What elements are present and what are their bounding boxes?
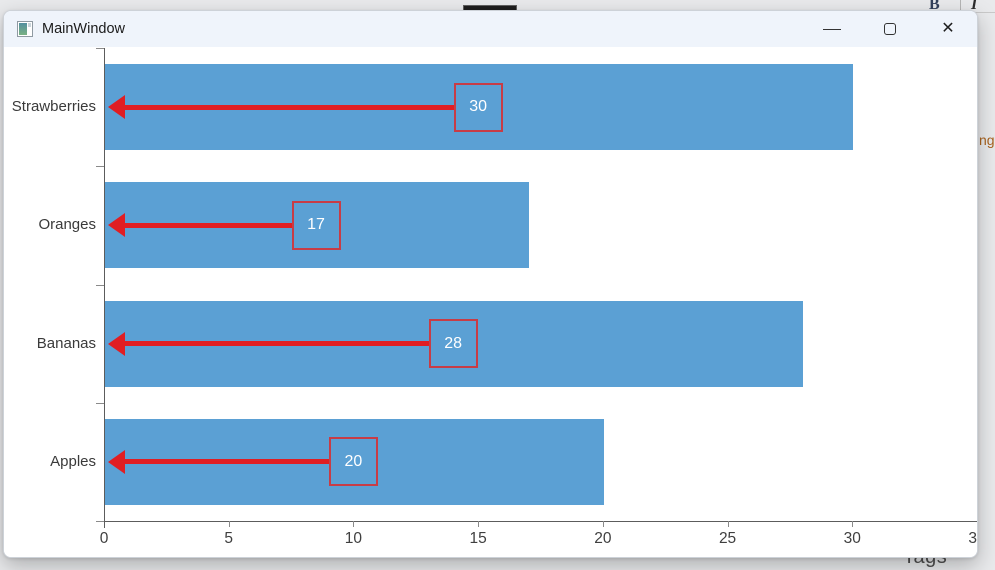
arrow-shaft (122, 104, 456, 110)
x-axis-line (104, 521, 977, 522)
app-icon-pane (19, 23, 27, 35)
close-icon: ✕ (941, 20, 955, 37)
value-box: 30 (453, 82, 503, 132)
minimize-button[interactable] (803, 11, 861, 47)
value-box: 20 (328, 437, 378, 487)
x-tick (852, 521, 854, 527)
minimize-icon (823, 28, 841, 30)
arrow-shaft (122, 341, 431, 347)
value-box: 28 (428, 319, 478, 369)
close-button[interactable]: ✕ (919, 11, 977, 47)
main-window: MainWindow ✕ 0 5 10 15 20 25 30 35 Strawberries 3… (3, 10, 978, 558)
arrow-shaft (122, 459, 331, 465)
x-tick (977, 521, 978, 527)
y-tick (96, 48, 104, 49)
value-label: 28 (444, 334, 463, 352)
app-icon (17, 21, 33, 37)
arrow-left-icon (108, 449, 125, 474)
x-tick (353, 521, 355, 527)
category-label: Bananas (36, 334, 96, 352)
italic-icon[interactable]: I (971, 0, 978, 13)
maximize-button[interactable] (861, 11, 919, 47)
maximize-icon (884, 23, 896, 35)
x-tick-label: 30 (843, 530, 861, 547)
x-tick-label: 25 (718, 530, 737, 547)
x-tick-label: 10 (344, 530, 363, 547)
x-tick (602, 521, 604, 527)
arrow-left-icon (108, 95, 125, 120)
y-tick (96, 402, 104, 404)
x-tick (478, 521, 480, 527)
x-tick-label: 35 (968, 530, 977, 547)
bar-chart: 0 5 10 15 20 25 30 35 Strawberries 30 Oranges 17 Ban… (4, 47, 978, 557)
value-label: 17 (307, 216, 325, 234)
titlebar[interactable]: MainWindow ✕ (4, 11, 977, 47)
value-box: 17 (291, 200, 341, 250)
category-label: Oranges (38, 216, 96, 234)
arrow-left-icon (108, 331, 125, 356)
arrow-shaft (122, 222, 294, 228)
x-tick-label: 0 (99, 530, 109, 547)
x-tick (727, 521, 729, 527)
value-label: 20 (344, 452, 363, 470)
category-label: Strawberries (11, 98, 96, 116)
x-tick (228, 521, 230, 527)
arrow-left-icon (108, 213, 125, 238)
x-tick-label: 5 (224, 530, 234, 547)
window-controls: ✕ (803, 11, 977, 47)
y-tick (96, 521, 104, 522)
y-axis-line (104, 48, 105, 528)
x-tick-label: 15 (469, 530, 487, 547)
window-title: MainWindow (42, 21, 125, 37)
y-tick (96, 284, 104, 286)
toolbar-divider (960, 0, 961, 11)
app-icon-sliver (28, 23, 31, 27)
y-tick (96, 166, 104, 168)
bold-icon[interactable]: B (929, 0, 940, 13)
value-label: 30 (469, 98, 488, 116)
background-text-fragment: ng (979, 132, 995, 148)
x-tick-label: 20 (594, 530, 612, 547)
category-label: Apples (50, 452, 96, 470)
